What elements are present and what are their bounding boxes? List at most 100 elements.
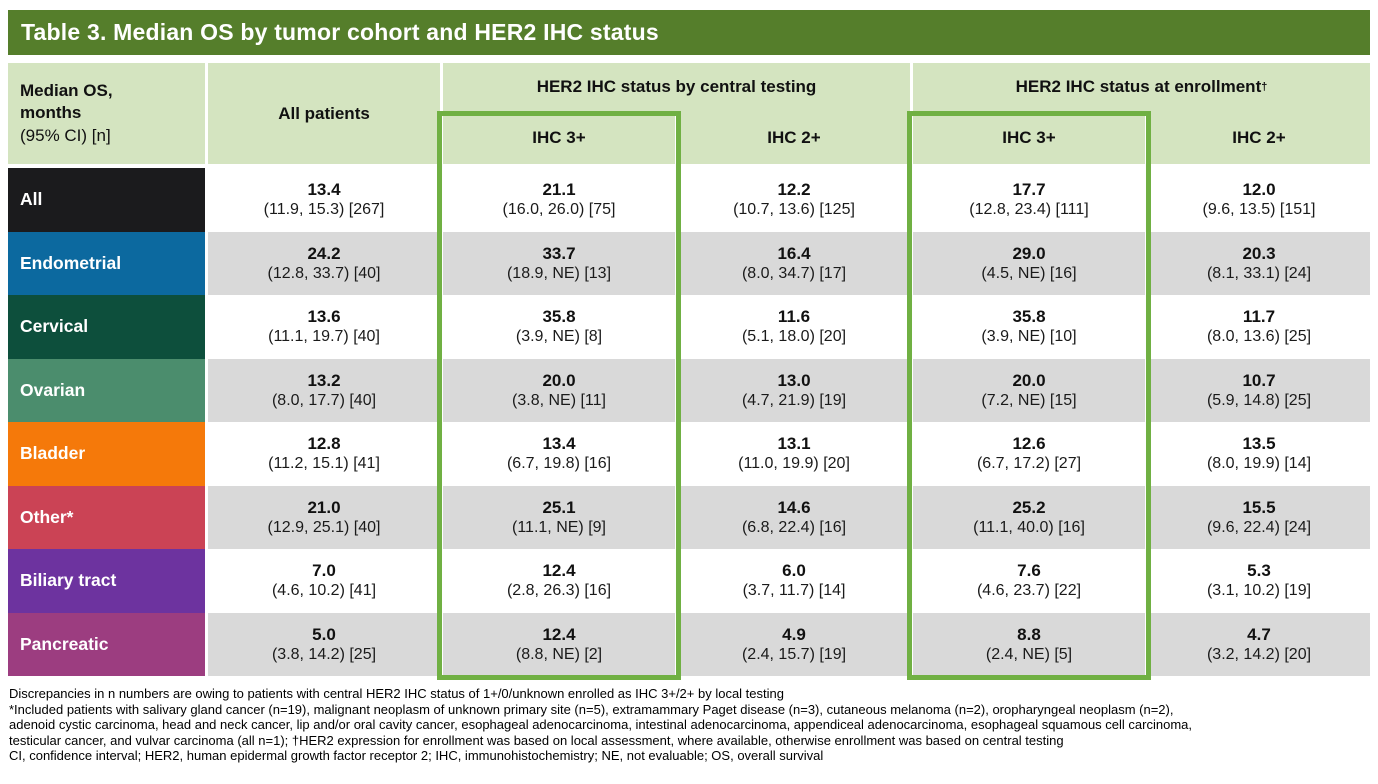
median-os-value: 6.0 — [782, 561, 806, 581]
cell-all-central-ihc3: 21.1 (16.0, 26.0) [75] — [443, 168, 675, 232]
cell-bladder-enrollment-ihc2: 13.5 (8.0, 19.9) [14] — [1148, 422, 1370, 486]
cell-all-central-ihc2: 12.2 (10.7, 13.6) [125] — [678, 168, 910, 232]
confidence-interval-n: (2.4, NE) [5] — [985, 645, 1073, 663]
median-os-value: 5.3 — [1247, 561, 1271, 581]
cell-biliary-tract-enrollment-ihc3: 7.6 (4.6, 23.7) [22] — [913, 549, 1145, 613]
footnote-other-cohort-line3: testicular cancer, and vulvar carcinoma … — [9, 732, 1064, 748]
cell-bladder-central-ihc3: 13.4 (6.7, 19.8) [16] — [443, 422, 675, 486]
median-os-value: 24.2 — [307, 243, 341, 263]
cell-bladder-central-ihc2: 13.1 (11.0, 19.9) [20] — [678, 422, 910, 486]
median-os-value: 8.8 — [1017, 624, 1041, 644]
confidence-interval-n: (2.4, 15.7) [19] — [741, 645, 847, 663]
confidence-interval-n: (11.1, 40.0) [16] — [973, 518, 1085, 536]
measure-header-cell: Median OS, months (95% CI) [n] — [8, 63, 205, 164]
median-os-value: 35.8 — [1012, 307, 1046, 327]
confidence-interval-n: (5.9, 14.8) [25] — [1206, 391, 1312, 409]
median-os-value: 7.6 — [1017, 561, 1041, 581]
median-os-value: 10.7 — [1242, 370, 1276, 390]
median-os-value: 4.7 — [1247, 624, 1271, 644]
median-os-value: 14.6 — [777, 497, 811, 517]
confidence-interval-n: (4.6, 23.7) [22] — [976, 582, 1082, 600]
cell-bladder-enrollment-ihc3: 12.6 (6.7, 17.2) [27] — [913, 422, 1145, 486]
confidence-interval-n: (9.6, 22.4) [24] — [1206, 518, 1312, 536]
cell-endometrial-central-ihc2: 16.4 (8.0, 34.7) [17] — [678, 231, 910, 295]
cell-cervical-central-ihc3: 35.8 (3.9, NE) [8] — [443, 295, 675, 359]
footnote-discrepancies: Discrepancies in n numbers are owing to … — [9, 686, 784, 701]
cell-cervical-central-ihc2: 11.6 (5.1, 18.0) [20] — [678, 295, 910, 359]
all-patients-header: All patients — [208, 63, 440, 164]
confidence-interval-n: (5.1, 18.0) [20] — [741, 328, 847, 346]
cell-pancreatic-enrollment-ihc3: 8.8 (2.4, NE) [5] — [913, 612, 1145, 676]
row-label-bladder: Bladder — [8, 422, 205, 486]
measure-header-line1: Median OS, — [20, 80, 113, 100]
cell-endometrial-all-patients: 24.2 (12.8, 33.7) [40] — [208, 231, 440, 295]
confidence-interval-n: (8.0, 19.9) [14] — [1206, 455, 1312, 473]
row-label-other: Other* — [8, 485, 205, 549]
row-label-biliary-tract: Biliary tract — [8, 549, 205, 613]
median-os-value: 12.4 — [542, 561, 576, 581]
median-os-value: 13.4 — [307, 180, 341, 200]
median-os-value: 33.7 — [542, 243, 576, 263]
confidence-interval-n: (12.8, 33.7) [40] — [267, 264, 381, 282]
median-os-value: 12.2 — [777, 180, 811, 200]
cell-pancreatic-central-ihc2: 4.9 (2.4, 15.7) [19] — [678, 612, 910, 676]
median-os-value: 17.7 — [1012, 180, 1046, 200]
row-label-cervical: Cervical — [8, 295, 205, 359]
measure-header-line2: months — [20, 103, 82, 123]
cell-all-enrollment-ihc2: 12.0 (9.6, 13.5) [151] — [1148, 168, 1370, 232]
cell-bladder-all-patients: 12.8 (11.2, 15.1) [41] — [208, 422, 440, 486]
confidence-interval-n: (3.8, 14.2) [25] — [271, 645, 377, 663]
median-os-value: 13.1 — [777, 434, 811, 454]
median-os-value: 20.0 — [542, 370, 576, 390]
confidence-interval-n: (2.8, 26.3) [16] — [506, 582, 612, 600]
footnotes: Discrepancies in n numbers are owing to … — [9, 686, 1373, 764]
confidence-interval-n: (7.2, NE) [15] — [981, 391, 1077, 409]
confidence-interval-n: (3.7, 11.7) [14] — [742, 582, 846, 600]
table-title-bar: Table 3. Median OS by tumor cohort and H… — [8, 10, 1370, 55]
confidence-interval-n: (6.7, 19.8) [16] — [506, 455, 612, 473]
median-os-value: 12.8 — [307, 434, 341, 454]
confidence-interval-n: (8.1, 33.1) [24] — [1206, 264, 1312, 282]
confidence-interval-n: (9.6, 13.5) [151] — [1202, 201, 1316, 219]
cell-biliary-tract-all-patients: 7.0 (4.6, 10.2) [41] — [208, 549, 440, 613]
confidence-interval-n: (18.9, NE) [13] — [506, 264, 612, 282]
footnote-abbreviations: CI, confidence interval; HER2, human epi… — [9, 748, 824, 764]
cell-all-enrollment-ihc3: 17.7 (12.8, 23.4) [111] — [913, 168, 1145, 232]
cell-other-central-ihc3: 25.1 (11.1, NE) [9] — [443, 485, 675, 549]
enrollment-group-header: HER2 IHC status at enrollment † — [913, 63, 1370, 111]
confidence-interval-n: (4.7, 21.9) [19] — [741, 391, 847, 409]
median-os-value: 13.6 — [307, 307, 341, 327]
confidence-interval-n: (3.2, 14.2) [20] — [1206, 645, 1312, 663]
median-os-value: 29.0 — [1012, 243, 1046, 263]
median-os-value: 21.1 — [542, 180, 576, 200]
cell-other-all-patients: 21.0 (12.9, 25.1) [40] — [208, 485, 440, 549]
cell-cervical-enrollment-ihc3: 35.8 (3.9, NE) [10] — [913, 295, 1145, 359]
cell-all-all-patients: 13.4 (11.9, 15.3) [267] — [208, 168, 440, 232]
row-label-endometrial: Endometrial — [8, 231, 205, 295]
enrollment-ihc3-subheader: IHC 3+ — [913, 111, 1145, 164]
confidence-interval-n: (11.1, 19.7) [40] — [268, 328, 380, 346]
confidence-interval-n: (4.5, NE) [16] — [981, 264, 1077, 282]
central-ihc3-subheader: IHC 3+ — [443, 111, 675, 164]
median-os-value: 7.0 — [312, 561, 336, 581]
confidence-interval-n: (3.1, 10.2) [19] — [1206, 582, 1312, 600]
cell-ovarian-enrollment-ihc2: 10.7 (5.9, 14.8) [25] — [1148, 358, 1370, 422]
median-os-value: 35.8 — [542, 307, 576, 327]
confidence-interval-n: (6.8, 22.4) [16] — [741, 518, 847, 536]
confidence-interval-n: (3.8, NE) [11] — [512, 391, 606, 409]
cell-endometrial-central-ihc3: 33.7 (18.9, NE) [13] — [443, 231, 675, 295]
median-os-value: 25.1 — [542, 497, 576, 517]
median-os-value: 25.2 — [1012, 497, 1046, 517]
cell-endometrial-enrollment-ihc3: 29.0 (4.5, NE) [16] — [913, 231, 1145, 295]
median-os-value: 12.6 — [1012, 434, 1046, 454]
cell-pancreatic-central-ihc3: 12.4 (8.8, NE) [2] — [443, 612, 675, 676]
cell-ovarian-central-ihc2: 13.0 (4.7, 21.9) [19] — [678, 358, 910, 422]
confidence-interval-n: (11.1, NE) [9] — [512, 518, 606, 536]
median-os-value: 13.2 — [307, 370, 341, 390]
median-os-value: 20.0 — [1012, 370, 1046, 390]
cell-other-central-ihc2: 14.6 (6.8, 22.4) [16] — [678, 485, 910, 549]
confidence-interval-n: (12.9, 25.1) [40] — [267, 518, 381, 536]
confidence-interval-n: (12.8, 23.4) [111] — [969, 201, 1089, 219]
cell-cervical-all-patients: 13.6 (11.1, 19.7) [40] — [208, 295, 440, 359]
confidence-interval-n: (11.0, 19.9) [20] — [738, 455, 850, 473]
